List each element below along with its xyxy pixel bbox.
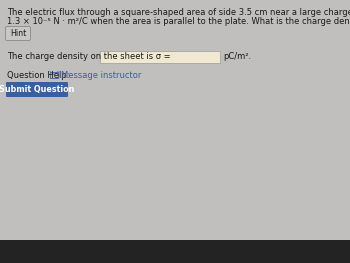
Bar bbox=[100, 51, 220, 63]
Text: Submit Question: Submit Question bbox=[0, 85, 75, 94]
Bar bbox=[50, 72, 58, 78]
Text: The electric flux through a square-shaped area of side 3.5 cm near a large charg: The electric flux through a square-shape… bbox=[7, 8, 350, 17]
Bar bbox=[0, 240, 350, 263]
FancyBboxPatch shape bbox=[6, 82, 68, 97]
Text: Question Help:: Question Help: bbox=[7, 71, 70, 80]
Text: 1.3 × 10⁻⁵ N · m²/C when the area is parallel to the plate. What is the charge d: 1.3 × 10⁻⁵ N · m²/C when the area is par… bbox=[7, 17, 350, 26]
Text: The charge density on the sheet is σ =: The charge density on the sheet is σ = bbox=[7, 52, 171, 61]
Text: Hint: Hint bbox=[10, 29, 26, 38]
Text: pC/m².: pC/m². bbox=[223, 52, 251, 61]
Text: Message instructor: Message instructor bbox=[61, 71, 141, 80]
FancyBboxPatch shape bbox=[6, 27, 30, 41]
